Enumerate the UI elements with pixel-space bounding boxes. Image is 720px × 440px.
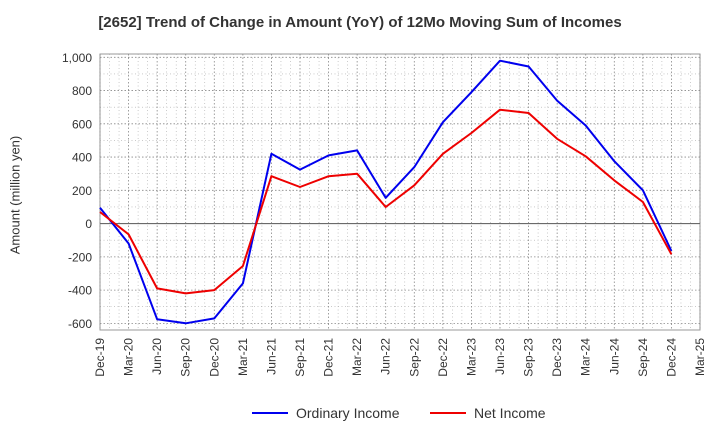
plot-area [99, 53, 701, 331]
x-tick-label: Jun-22 [379, 338, 393, 375]
series-line-net-income [99, 108, 673, 295]
legend-label-net-income: Net Income [474, 405, 546, 421]
grid-lines [99, 54, 701, 330]
legend: Ordinary Income Net Income [0, 405, 720, 425]
x-tick-label: Sep-24 [636, 338, 650, 377]
y-tick-label: -400 [68, 284, 92, 298]
x-tick-label: Jun-20 [150, 338, 164, 375]
x-tick-label: Dec-24 [664, 338, 678, 377]
x-tick-label: Mar-24 [579, 338, 593, 376]
x-tick-label: Sep-21 [293, 338, 307, 377]
x-tick-label: Sep-23 [522, 338, 536, 377]
x-tick-label: Mar-20 [122, 338, 136, 376]
legend-item-net-income: Net Income [430, 405, 546, 421]
x-tick-label: Dec-19 [93, 338, 107, 377]
legend-item-ordinary-income: Ordinary Income [252, 405, 399, 421]
chart-title: [2652] Trend of Change in Amount (YoY) o… [98, 14, 622, 31]
y-axis-ticks: 1,000 800 600 400 200 0 -200 -400 -600 [62, 51, 92, 331]
x-tick-label: Jun-24 [607, 338, 621, 375]
x-tick-label: Dec-22 [436, 338, 450, 377]
x-tick-label: Dec-23 [550, 338, 564, 377]
x-tick-label: Jun-23 [493, 338, 507, 375]
x-tick-label: Jun-21 [264, 338, 278, 375]
y-tick-label: 0 [85, 217, 92, 231]
y-tick-label: 200 [72, 184, 92, 198]
x-tick-label: Mar-22 [350, 338, 364, 376]
y-tick-label: -200 [68, 250, 92, 264]
y-tick-label: 800 [72, 84, 92, 98]
y-tick-label: -600 [68, 317, 92, 331]
legend-swatch-net-income [430, 412, 466, 414]
y-tick-label: 600 [72, 117, 92, 131]
x-axis-ticks: Dec-19 Mar-20 Jun-20 Sep-20 Dec-20 Mar-21 Jun-… [93, 338, 707, 377]
x-tick-label: Sep-20 [179, 338, 193, 377]
x-tick-label: Mar-23 [464, 338, 478, 376]
x-tick-label: Mar-25 [693, 338, 707, 376]
x-tick-label: Dec-21 [322, 338, 336, 377]
legend-label-ordinary-income: Ordinary Income [296, 405, 400, 421]
legend-swatch-ordinary-income [252, 412, 288, 414]
series-line-ordinary-income [99, 59, 673, 325]
x-tick-label: Dec-20 [207, 338, 221, 377]
x-tick-label: Mar-21 [236, 338, 250, 376]
x-tick-label: Sep-22 [407, 338, 421, 377]
y-tick-label: 400 [72, 151, 92, 165]
y-tick-label: 1,000 [62, 51, 92, 65]
series-group [99, 59, 673, 325]
